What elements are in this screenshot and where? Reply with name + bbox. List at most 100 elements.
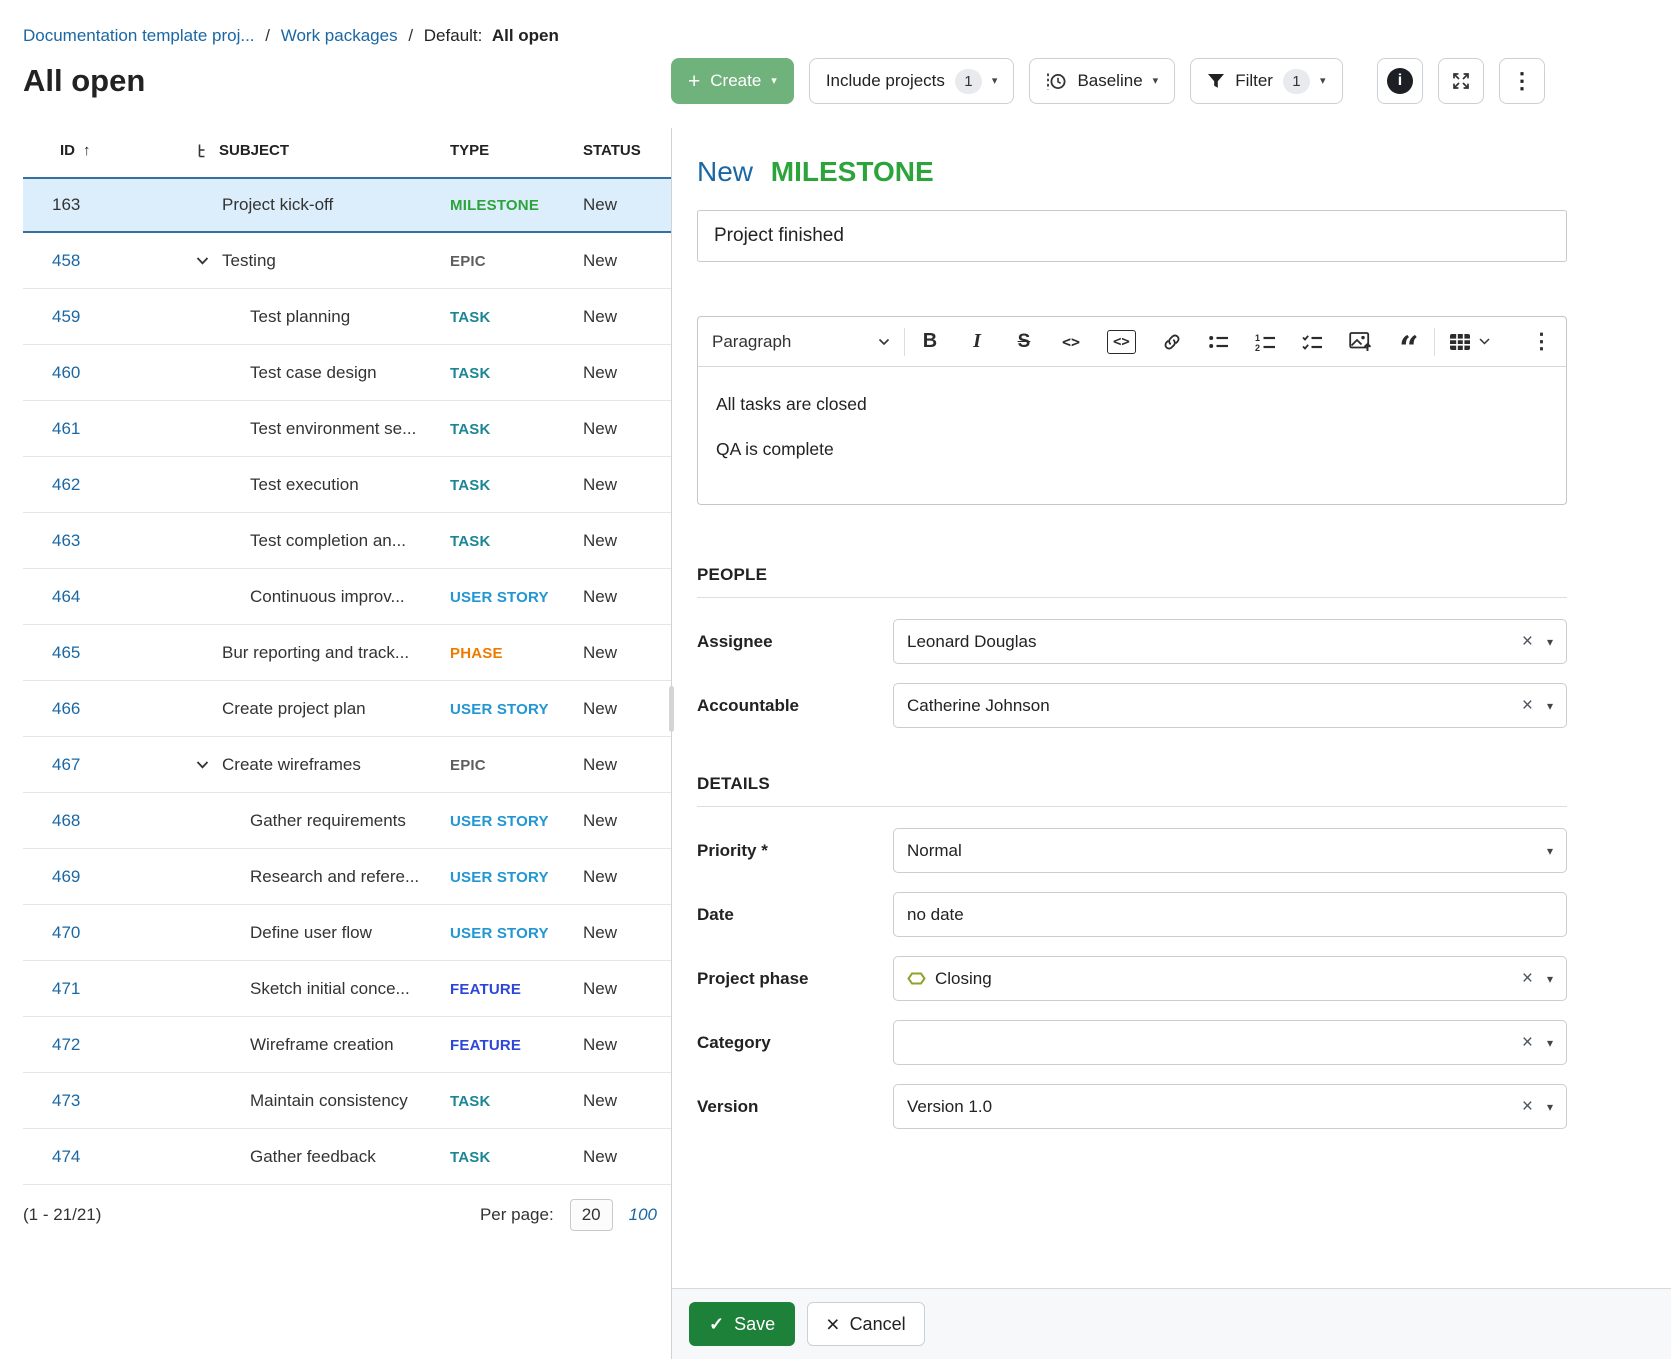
row-id-link[interactable]: 463 bbox=[52, 531, 80, 550]
row-id-link[interactable]: 474 bbox=[52, 1147, 80, 1166]
filter-funnel-icon bbox=[1207, 73, 1225, 90]
column-header-id[interactable]: ID ↑ bbox=[23, 142, 133, 159]
info-button[interactable]: i bbox=[1377, 58, 1423, 104]
row-id-link[interactable]: 462 bbox=[52, 475, 80, 494]
table-row[interactable]: 462 Test execution TASK New bbox=[23, 457, 671, 513]
inline-code-icon[interactable]: <> bbox=[1060, 330, 1082, 354]
numbered-list-icon[interactable]: 1 2 bbox=[1255, 330, 1277, 354]
link-icon[interactable] bbox=[1161, 330, 1183, 354]
row-id-link[interactable]: 470 bbox=[52, 923, 80, 942]
check-icon: ✓ bbox=[709, 1314, 724, 1335]
row-id-link[interactable]: 464 bbox=[52, 587, 80, 606]
row-id-link[interactable]: 461 bbox=[52, 419, 80, 438]
field-input[interactable]: Catherine Johnson × ▾ bbox=[893, 683, 1567, 728]
cancel-button[interactable]: × Cancel bbox=[807, 1302, 924, 1346]
chevron-down-icon[interactable]: ▾ bbox=[1547, 1100, 1553, 1114]
per-page-20-button[interactable]: 20 bbox=[570, 1199, 613, 1231]
table-row[interactable]: 471 Sketch initial conce... FEATURE New bbox=[23, 961, 671, 1017]
table-row[interactable]: 468 Gather requirements USER STORY New bbox=[23, 793, 671, 849]
column-header-type[interactable]: TYPE bbox=[450, 142, 583, 159]
insert-table-dropdown[interactable] bbox=[1449, 332, 1490, 352]
table-row[interactable]: 474 Gather feedback TASK New bbox=[23, 1129, 671, 1185]
table-row[interactable]: 460 Test case design TASK New bbox=[23, 345, 671, 401]
chevron-down-icon[interactable]: ▾ bbox=[1547, 972, 1553, 986]
table-row[interactable]: 465 Bur reporting and track... PHASE New bbox=[23, 625, 671, 681]
clear-icon[interactable]: × bbox=[1522, 1097, 1533, 1116]
field-input[interactable]: Normal ▾ bbox=[893, 828, 1567, 873]
table-row[interactable]: 466 Create project plan USER STORY New bbox=[23, 681, 671, 737]
field-input[interactable]: × ▾ bbox=[893, 1020, 1567, 1065]
chevron-down-icon[interactable]: ▾ bbox=[1547, 1036, 1553, 1050]
italic-icon[interactable]: I bbox=[966, 330, 988, 354]
breadcrumb-work-packages-link[interactable]: Work packages bbox=[281, 26, 398, 45]
chevron-down-icon[interactable]: ▾ bbox=[1547, 635, 1553, 649]
row-id-link[interactable]: 472 bbox=[52, 1035, 80, 1054]
panel-type-label[interactable]: MILESTONE bbox=[771, 156, 934, 187]
row-id-link[interactable]: 467 bbox=[52, 755, 80, 774]
table-row[interactable]: 467 Create wireframes EPIC New bbox=[23, 737, 671, 793]
settings-menu-button[interactable]: ⋮ bbox=[1499, 58, 1545, 104]
chevron-down-icon[interactable] bbox=[196, 760, 209, 769]
strikethrough-icon[interactable]: S bbox=[1013, 330, 1035, 354]
baseline-button[interactable]: Baseline ▾ bbox=[1029, 58, 1175, 104]
row-id-link[interactable]: 458 bbox=[52, 251, 80, 270]
table-row[interactable]: 458 Testing EPIC New bbox=[23, 233, 671, 289]
filter-button[interactable]: Filter 1 ▾ bbox=[1190, 58, 1342, 104]
table-row[interactable]: 472 Wireframe creation FEATURE New bbox=[23, 1017, 671, 1073]
subject-input[interactable] bbox=[697, 210, 1567, 262]
chevron-down-icon[interactable]: ▾ bbox=[1547, 844, 1553, 858]
table-row[interactable]: 470 Define user flow USER STORY New bbox=[23, 905, 671, 961]
row-id-link[interactable]: 460 bbox=[52, 363, 80, 382]
clear-icon[interactable]: × bbox=[1522, 696, 1533, 715]
clear-icon[interactable]: × bbox=[1522, 632, 1533, 651]
description-field[interactable]: All tasks are closed QA is complete bbox=[698, 367, 1566, 504]
table-row[interactable]: 464 Continuous improv... USER STORY New bbox=[23, 569, 671, 625]
row-id-link[interactable]: 465 bbox=[52, 643, 80, 662]
chevron-down-icon[interactable]: ▾ bbox=[1547, 699, 1553, 713]
row-id-link[interactable]: 466 bbox=[52, 699, 80, 718]
breadcrumb: Documentation template proj... / Work pa… bbox=[0, 0, 1671, 46]
bulleted-list-icon[interactable] bbox=[1208, 330, 1230, 354]
create-button[interactable]: + Create ▾ bbox=[671, 58, 794, 104]
form-field-row: Category × ▾ bbox=[697, 1020, 1567, 1065]
row-id-link[interactable]: 469 bbox=[52, 867, 80, 886]
table-row[interactable]: 459 Test planning TASK New bbox=[23, 289, 671, 345]
work-package-table: ID ↑ SUBJECT TYPE STATUS 163 bbox=[0, 128, 671, 1359]
image-upload-icon[interactable] bbox=[1349, 330, 1373, 354]
field-input[interactable]: Leonard Douglas × ▾ bbox=[893, 619, 1567, 664]
column-header-status[interactable]: STATUS bbox=[583, 142, 671, 159]
chevron-down-icon[interactable] bbox=[196, 256, 209, 265]
field-input[interactable]: Version 1.0 × ▾ bbox=[893, 1084, 1567, 1129]
todo-list-icon[interactable] bbox=[1302, 330, 1324, 354]
row-id-link[interactable]: 471 bbox=[52, 979, 80, 998]
table-row[interactable]: 469 Research and refere... USER STORY Ne… bbox=[23, 849, 671, 905]
row-subject: Research and refere... bbox=[250, 867, 419, 886]
code-block-icon[interactable]: <> bbox=[1107, 330, 1136, 354]
row-id-link[interactable]: 459 bbox=[52, 307, 80, 326]
form-field-row: Accountable Catherine Johnson × ▾ bbox=[697, 683, 1567, 728]
row-id-link[interactable]: 473 bbox=[52, 1091, 80, 1110]
save-button[interactable]: ✓ Save bbox=[689, 1302, 795, 1346]
editor-more-icon[interactable]: ⋮ bbox=[1531, 329, 1552, 354]
field-input[interactable]: no date bbox=[893, 892, 1567, 937]
cancel-x-icon: × bbox=[826, 1313, 839, 1336]
bold-icon[interactable]: B bbox=[919, 330, 941, 354]
row-id-link[interactable]: 468 bbox=[52, 811, 80, 830]
clear-icon[interactable]: × bbox=[1522, 1033, 1533, 1052]
table-row[interactable]: 163 Project kick-off MILESTONE New bbox=[23, 177, 671, 233]
table-row[interactable]: 473 Maintain consistency TASK New bbox=[23, 1073, 671, 1129]
breadcrumb-project-link[interactable]: Documentation template proj... bbox=[23, 26, 255, 45]
fullscreen-button[interactable] bbox=[1438, 58, 1484, 104]
per-page-100-link[interactable]: 100 bbox=[629, 1205, 657, 1225]
clear-icon[interactable]: × bbox=[1522, 969, 1533, 988]
field-label: Accountable bbox=[697, 696, 893, 716]
include-projects-button[interactable]: Include projects 1 ▾ bbox=[809, 58, 1015, 104]
field-input[interactable]: Closing × ▾ bbox=[893, 956, 1567, 1001]
table-row[interactable]: 463 Test completion an... TASK New bbox=[23, 513, 671, 569]
split-resize-handle[interactable] bbox=[669, 686, 674, 732]
block-quote-icon[interactable]: “ bbox=[1398, 330, 1420, 354]
column-header-subject[interactable]: SUBJECT bbox=[133, 142, 450, 159]
row-id-link[interactable]: 163 bbox=[52, 195, 80, 214]
paragraph-style-dropdown[interactable]: Paragraph bbox=[712, 332, 890, 352]
table-row[interactable]: 461 Test environment se... TASK New bbox=[23, 401, 671, 457]
